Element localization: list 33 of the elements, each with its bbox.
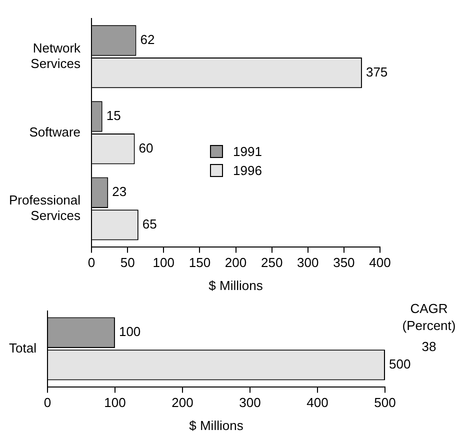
legend-label: 1991 (233, 144, 262, 159)
x-tick-label: 400 (306, 395, 328, 410)
x-axis-title: $ Millions (208, 278, 264, 293)
x-axis-title: $ Millions (189, 418, 244, 433)
x-tick-label: 100 (152, 255, 175, 270)
x-tick-label: 350 (333, 255, 355, 270)
data-label: 23 (112, 184, 127, 200)
x-tick-label: 0 (88, 255, 96, 270)
y-tick-label: Total (8, 340, 37, 356)
text: CAGR (Percent) (401, 300, 457, 334)
x-tick-label: 300 (239, 395, 261, 410)
y-tick-label: Professional Services (8, 192, 82, 224)
x-tick-label: 200 (224, 255, 247, 270)
x-tick-label: 150 (188, 255, 211, 270)
data-label: 100 (118, 324, 141, 340)
x-tick-label: 300 (297, 255, 319, 270)
x-tick-label: 200 (172, 395, 194, 410)
data-label: 60 (138, 140, 154, 156)
x-tick-label: 250 (260, 255, 283, 270)
data-label: 375 (366, 64, 388, 80)
x-tick-label: 100 (104, 395, 126, 410)
data-label: 500 (389, 356, 411, 372)
x-tick-label: 0 (44, 395, 52, 410)
data-label: 65 (142, 216, 157, 232)
data-label: 62 (140, 32, 155, 48)
data-label: 15 (106, 108, 121, 124)
y-tick-label: Software (29, 124, 81, 140)
legend-label: 1996 (233, 163, 262, 178)
text: 38 (420, 338, 438, 355)
y-tick-label: Network Services (30, 40, 82, 72)
x-tick-label: 50 (120, 255, 135, 270)
x-tick-label: 500 (374, 395, 396, 410)
x-tick-label: 400 (369, 255, 391, 270)
